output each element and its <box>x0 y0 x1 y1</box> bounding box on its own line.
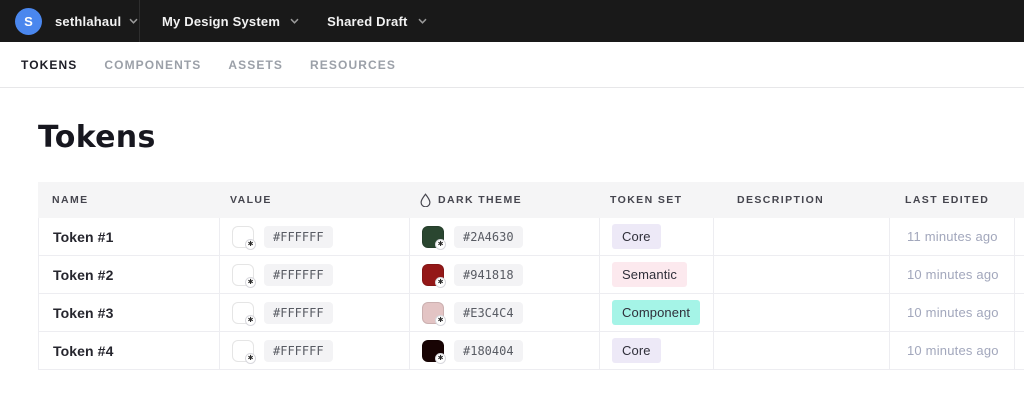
description-cell <box>713 332 889 369</box>
description-cell <box>713 294 889 331</box>
value-hex[interactable]: #FFFFFF <box>264 339 333 362</box>
column-header-value: Value <box>230 194 272 206</box>
project-label: My Design System <box>162 13 281 29</box>
page-title: Tokens <box>38 120 156 155</box>
last-edited: 10 minutes ago <box>907 305 999 320</box>
name-cell: Token #3 <box>39 294 219 331</box>
version-label: Shared Draft <box>327 13 408 29</box>
name-cell: Token #2 <box>39 256 219 293</box>
user-dropdown[interactable]: sethlahaul <box>55 14 138 29</box>
tab-bar: Tokens Components Assets Resources <box>0 42 1024 88</box>
tokens-table: Name Value Dark Theme Token Set Descript… <box>38 182 1024 370</box>
dark-theme-cell: ✱ #2A4630 <box>409 218 599 255</box>
chevron-down-icon <box>129 18 138 24</box>
token-set-badge: Core <box>612 338 661 363</box>
dark-theme-cell: ✱ #E3C4C4 <box>409 294 599 331</box>
dark-color-swatch[interactable]: ✱ <box>422 263 446 288</box>
last-edited: 11 minutes ago <box>907 229 998 244</box>
value-color-swatch[interactable]: ✱ <box>232 301 256 326</box>
raw-value-indicator-icon: ✱ <box>435 352 446 364</box>
value-cell: ✱ #FFFFFF <box>219 294 409 331</box>
token-name: Token #3 <box>53 304 114 321</box>
token-set-badge: Core <box>612 224 661 249</box>
top-bar: S sethlahaul My Design System Shared Dra… <box>0 0 1024 42</box>
column-header-overflow <box>1013 182 1024 218</box>
value-hex[interactable]: #FFFFFF <box>264 263 333 286</box>
droplet-icon <box>420 193 431 207</box>
name-cell: Token #4 <box>39 332 219 369</box>
last-edited-cell: 11 minutes ago <box>889 218 1014 255</box>
dark-color-swatch[interactable]: ✱ <box>422 301 446 326</box>
value-color-swatch[interactable]: ✱ <box>232 263 256 288</box>
dark-hex[interactable]: #E3C4C4 <box>454 301 523 324</box>
value-cell: ✱ #FFFFFF <box>219 332 409 369</box>
table-body: Token #1 ✱ #FFFFFF ✱ #2A4630 Core 11 min… <box>38 218 1024 370</box>
version-dropdown[interactable]: Shared Draft <box>327 13 427 29</box>
value-cell: ✱ #FFFFFF <box>219 256 409 293</box>
chevron-down-icon <box>417 18 427 24</box>
raw-value-indicator-icon: ✱ <box>245 352 256 364</box>
last-edited-cell: 10 minutes ago <box>889 294 1014 331</box>
column-header-token-set: Token Set <box>610 194 683 206</box>
raw-value-indicator-icon: ✱ <box>435 276 446 288</box>
overflow-cell <box>1014 332 1024 369</box>
token-set-badge: Component <box>612 300 701 325</box>
dark-color-swatch[interactable]: ✱ <box>422 339 446 364</box>
value-hex[interactable]: #FFFFFF <box>264 225 333 248</box>
tab-components[interactable]: Components <box>104 57 202 72</box>
username-label: sethlahaul <box>55 13 122 29</box>
raw-value-indicator-icon: ✱ <box>435 238 446 250</box>
last-edited: 10 minutes ago <box>907 343 999 358</box>
token-name: Token #4 <box>53 342 114 359</box>
dark-hex[interactable]: #941818 <box>454 263 523 286</box>
overflow-cell <box>1014 294 1024 331</box>
token-set-cell: Core <box>599 332 713 369</box>
raw-value-indicator-icon: ✱ <box>245 238 256 250</box>
topbar-nav: My Design System Shared Draft <box>140 0 427 42</box>
value-cell: ✱ #FFFFFF <box>219 218 409 255</box>
dark-theme-cell: ✱ #180404 <box>409 332 599 369</box>
dark-color-swatch[interactable]: ✱ <box>422 225 446 250</box>
overflow-cell <box>1014 256 1024 293</box>
raw-value-indicator-icon: ✱ <box>245 276 256 288</box>
dark-hex[interactable]: #2A4630 <box>454 225 523 248</box>
dark-hex[interactable]: #180404 <box>454 339 523 362</box>
chevron-down-icon <box>290 18 299 24</box>
table-header-row: Name Value Dark Theme Token Set Descript… <box>38 182 1024 218</box>
raw-value-indicator-icon: ✱ <box>245 314 256 326</box>
value-color-swatch[interactable]: ✱ <box>232 339 256 364</box>
overflow-cell <box>1014 218 1024 255</box>
tab-tokens[interactable]: Tokens <box>21 57 78 72</box>
token-set-cell: Semantic <box>599 256 713 293</box>
raw-value-indicator-icon: ✱ <box>435 314 446 326</box>
token-set-cell: Core <box>599 218 713 255</box>
name-cell: Token #1 <box>39 218 219 255</box>
project-dropdown[interactable]: My Design System <box>162 14 299 29</box>
column-header-last-edited: Last Edited <box>905 194 990 206</box>
main-content: Tokens Name Value Dark Theme Token Set D… <box>0 88 1024 370</box>
table-row[interactable]: Token #3 ✱ #FFFFFF ✱ #E3C4C4 Component 1… <box>39 294 1024 332</box>
tab-resources[interactable]: Resources <box>310 57 396 72</box>
table-row[interactable]: Token #1 ✱ #FFFFFF ✱ #2A4630 Core 11 min… <box>39 218 1024 256</box>
value-hex[interactable]: #FFFFFF <box>264 301 333 324</box>
token-set-badge: Semantic <box>612 262 687 287</box>
column-header-dark-theme: Dark Theme <box>408 182 598 218</box>
table-row[interactable]: Token #2 ✱ #FFFFFF ✱ #941818 Semantic 10… <box>39 256 1024 294</box>
workspace-menu[interactable]: S sethlahaul <box>0 0 140 42</box>
table-row[interactable]: Token #4 ✱ #FFFFFF ✱ #180404 Core 10 min… <box>39 332 1024 370</box>
last-edited-cell: 10 minutes ago <box>889 256 1014 293</box>
dark-theme-cell: ✱ #941818 <box>409 256 599 293</box>
token-name: Token #2 <box>53 266 114 283</box>
token-name: Token #1 <box>53 228 114 245</box>
value-color-swatch[interactable]: ✱ <box>232 225 256 250</box>
token-set-cell: Component <box>599 294 713 331</box>
column-header-name: Name <box>52 194 89 206</box>
description-cell <box>713 218 889 255</box>
avatar[interactable]: S <box>15 7 42 35</box>
last-edited-cell: 10 minutes ago <box>889 332 1014 369</box>
description-cell <box>713 256 889 293</box>
tab-assets[interactable]: Assets <box>228 57 284 72</box>
last-edited: 10 minutes ago <box>907 267 999 282</box>
column-header-description: Description <box>737 194 825 206</box>
